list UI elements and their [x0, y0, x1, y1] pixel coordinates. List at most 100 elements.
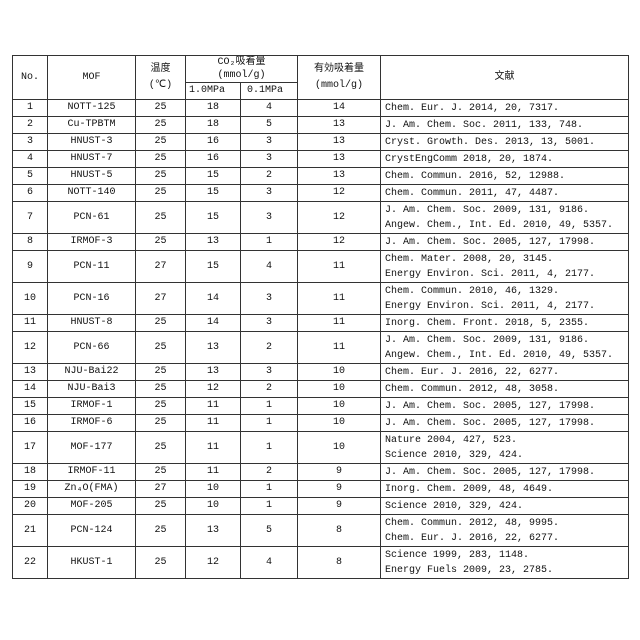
- header-unit: (mmol/g): [186, 69, 297, 82]
- mof-cell: HNUST-3: [48, 134, 136, 151]
- temp-cell: 25: [136, 151, 186, 168]
- uptake-01mpa-cell: 2: [241, 381, 298, 398]
- no-cell: 6: [13, 185, 48, 202]
- no-cell: 8: [13, 234, 48, 251]
- uptake-01mpa-cell: 1: [241, 398, 298, 415]
- effective-cell: 10: [298, 364, 381, 381]
- table-row: 17MOF-1772511110Nature 2004, 427, 523.Sc…: [13, 432, 629, 464]
- effective-cell: 9: [298, 481, 381, 498]
- uptake-01mpa-cell: 3: [241, 283, 298, 315]
- reference-line: Nature 2004, 427, 523.: [385, 433, 628, 448]
- no-cell: 2: [13, 117, 48, 134]
- reference-line: J. Am. Chem. Soc. 2005, 127, 17998.: [385, 235, 628, 250]
- reference-cell: Chem. Commun. 2016, 52, 12988.: [381, 168, 629, 185]
- no-cell: 4: [13, 151, 48, 168]
- uptake-1mpa-cell: 11: [186, 415, 241, 432]
- temp-cell: 27: [136, 481, 186, 498]
- uptake-01mpa-cell: 1: [241, 415, 298, 432]
- temp-cell: 25: [136, 547, 186, 579]
- uptake-1mpa-cell: 14: [186, 315, 241, 332]
- uptake-1mpa-cell: 13: [186, 332, 241, 364]
- table-row: 19Zn₄O(FMA)271019Inorg. Chem. 2009, 48, …: [13, 481, 629, 498]
- table-row: 7PCN-612515312J. Am. Chem. Soc. 2009, 13…: [13, 202, 629, 234]
- table-body: No. MOF 温度(℃) CO₂吸着量(mmol/g) 有効吸着量(mmol/…: [13, 56, 629, 579]
- mof-cell: NOTT-125: [48, 100, 136, 117]
- uptake-01mpa-cell: 2: [241, 168, 298, 185]
- effective-cell: 12: [298, 202, 381, 234]
- reference-line: J. Am. Chem. Soc. 2009, 131, 9186.: [385, 203, 628, 218]
- header-unit: (℃): [136, 78, 185, 94]
- temp-cell: 25: [136, 498, 186, 515]
- reference-cell: J. Am. Chem. Soc. 2005, 127, 17998.: [381, 398, 629, 415]
- temp-cell: 25: [136, 100, 186, 117]
- reference-line: Chem. Commun. 2011, 47, 4487.: [385, 186, 628, 201]
- reference-line: Chem. Commun. 2010, 46, 1329.: [385, 284, 628, 299]
- temp-cell: 25: [136, 415, 186, 432]
- mof-table: No. MOF 温度(℃) CO₂吸着量(mmol/g) 有効吸着量(mmol/…: [12, 55, 629, 579]
- no-cell: 5: [13, 168, 48, 185]
- reference-line: J. Am. Chem. Soc. 2009, 131, 9186.: [385, 333, 628, 348]
- reference-line: Angew. Chem., Int. Ed. 2010, 49, 5357.: [385, 348, 628, 363]
- effective-cell: 12: [298, 234, 381, 251]
- uptake-01mpa-cell: 5: [241, 515, 298, 547]
- reference-line: CrystEngComm 2018, 20, 1874.: [385, 152, 628, 167]
- mof-cell: PCN-124: [48, 515, 136, 547]
- mof-cell: PCN-66: [48, 332, 136, 364]
- uptake-1mpa-cell: 13: [186, 515, 241, 547]
- reference-cell: Chem. Commun. 2010, 46, 1329.Energy Envi…: [381, 283, 629, 315]
- reference-line: Chem. Commun. 2012, 48, 9995.: [385, 516, 628, 531]
- reference-line: Chem. Eur. J. 2016, 22, 6277.: [385, 531, 628, 546]
- mof-cell: PCN-16: [48, 283, 136, 315]
- reference-line: Energy Environ. Sci. 2011, 4, 2177.: [385, 299, 628, 314]
- table-row: 18IRMOF-11251129J. Am. Chem. Soc. 2005, …: [13, 464, 629, 481]
- header-cell: 有効吸着量(mmol/g): [298, 56, 381, 100]
- temp-cell: 25: [136, 315, 186, 332]
- no-cell: 14: [13, 381, 48, 398]
- mof-cell: IRMOF-1: [48, 398, 136, 415]
- temp-cell: 25: [136, 381, 186, 398]
- mof-cell: PCN-61: [48, 202, 136, 234]
- reference-cell: J. Am. Chem. Soc. 2011, 133, 748.: [381, 117, 629, 134]
- no-cell: 7: [13, 202, 48, 234]
- header-cell: 温度(℃): [136, 56, 186, 100]
- uptake-1mpa-cell: 15: [186, 251, 241, 283]
- temp-cell: 25: [136, 134, 186, 151]
- header-text: 温度: [136, 62, 185, 78]
- header-cell: 文献: [381, 56, 629, 100]
- reference-cell: J. Am. Chem. Soc. 2009, 131, 9186.Angew.…: [381, 332, 629, 364]
- no-cell: 22: [13, 547, 48, 579]
- header-text: CO₂吸着量: [186, 56, 297, 69]
- effective-cell: 12: [298, 185, 381, 202]
- no-cell: 3: [13, 134, 48, 151]
- reference-line: Chem. Mater. 2008, 20, 3145.: [385, 252, 628, 267]
- table-row: 16IRMOF-62511110J. Am. Chem. Soc. 2005, …: [13, 415, 629, 432]
- no-cell: 10: [13, 283, 48, 315]
- reference-cell: J. Am. Chem. Soc. 2005, 127, 17998.: [381, 464, 629, 481]
- effective-cell: 11: [298, 251, 381, 283]
- mof-cell: IRMOF-3: [48, 234, 136, 251]
- temp-cell: 25: [136, 185, 186, 202]
- effective-cell: 13: [298, 151, 381, 168]
- reference-line: Chem. Eur. J. 2014, 20, 7317.: [385, 101, 628, 116]
- reference-cell: Nature 2004, 427, 523.Science 2010, 329,…: [381, 432, 629, 464]
- mof-cell: IRMOF-11: [48, 464, 136, 481]
- uptake-1mpa-cell: 10: [186, 498, 241, 515]
- effective-cell: 10: [298, 398, 381, 415]
- reference-cell: Science 1999, 283, 1148.Energy Fuels 200…: [381, 547, 629, 579]
- temp-cell: 25: [136, 364, 186, 381]
- effective-cell: 8: [298, 515, 381, 547]
- reference-line: Angew. Chem., Int. Ed. 2010, 49, 5357.: [385, 218, 628, 233]
- reference-cell: J. Am. Chem. Soc. 2005, 127, 17998.: [381, 234, 629, 251]
- table-row: 10PCN-162714311Chem. Commun. 2010, 46, 1…: [13, 283, 629, 315]
- header-cell: 1.0MPa: [186, 83, 241, 100]
- uptake-01mpa-cell: 1: [241, 432, 298, 464]
- reference-line: J. Am. Chem. Soc. 2011, 133, 748.: [385, 118, 628, 133]
- uptake-1mpa-cell: 18: [186, 100, 241, 117]
- reference-line: Inorg. Chem. 2009, 48, 4649.: [385, 482, 628, 497]
- table-row: 2Cu-TPBTM2518513J. Am. Chem. Soc. 2011, …: [13, 117, 629, 134]
- reference-cell: Inorg. Chem. 2009, 48, 4649.: [381, 481, 629, 498]
- effective-cell: 13: [298, 168, 381, 185]
- reference-line: Cryst. Growth. Des. 2013, 13, 5001.: [385, 135, 628, 150]
- effective-cell: 10: [298, 415, 381, 432]
- mof-cell: Cu-TPBTM: [48, 117, 136, 134]
